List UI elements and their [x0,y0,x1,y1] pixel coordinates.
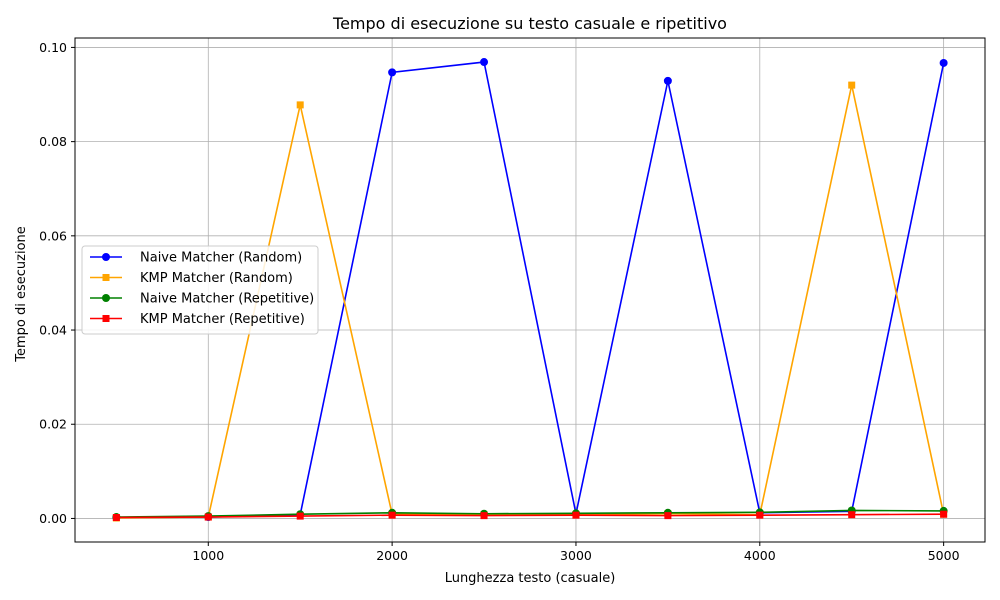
data-point [848,511,856,519]
y-tick-label: 0.08 [39,134,67,149]
data-point [663,76,672,85]
legend-marker [102,294,110,302]
data-point [296,512,304,520]
data-point [756,511,764,519]
legend-marker [102,274,110,281]
series-line [116,513,944,519]
legend-marker [102,315,110,322]
legend-label: KMP Matcher (Repetitive) [140,312,305,327]
x-tick-label: 2000 [376,548,408,563]
y-tick-label: 0.04 [39,323,67,338]
series-3 [112,510,948,522]
data-point [480,512,488,520]
data-point [388,68,397,77]
data-point [204,513,212,521]
x-tick-label: 1000 [192,548,224,563]
ticks: 1000 2000 3000 4000 5000 0.00 0.02 0.04 0.06 0.08… [39,40,959,563]
y-tick-label: 0.00 [39,511,67,526]
legend-item: Naive Matcher (Repetitive) [90,292,314,307]
y-tick-label: 0.10 [39,40,67,55]
data-point [112,514,120,522]
data-point [664,512,672,520]
x-tick-label: 3000 [560,548,592,563]
x-tick-label: 4000 [744,548,776,563]
data-point [480,58,489,67]
legend-box [81,245,319,335]
data-point [572,511,580,519]
legend-label: Naive Matcher (Repetitive) [140,292,314,307]
data-point [388,511,396,519]
y-axis-title: Tempo di esecuzione [14,226,29,363]
x-axis-title: Lunghezza testo (casuale) [445,571,616,586]
data-point [939,58,948,67]
plot-area [74,37,986,543]
legend-label: KMP Matcher (Random) [140,271,293,286]
y-tick-label: 0.06 [39,228,67,243]
x-tick-label: 5000 [928,548,960,563]
legend-marker [102,253,110,261]
legend-item: KMP Matcher (Random) [90,271,293,286]
series-layer [112,58,948,522]
legend-item: KMP Matcher (Repetitive) [90,312,305,327]
data-point [940,510,948,518]
y-tick-label: 0.02 [39,417,67,432]
legend-label: Naive Matcher (Random) [140,251,302,266]
series-line [116,509,944,518]
legend-item: Naive Matcher (Random) [90,251,302,266]
chart-title: Tempo di esecuzione su testo casuale e r… [332,14,727,33]
data-point [296,101,304,109]
data-point [848,81,856,89]
legend: Naive Matcher (Random) KMP Matcher (Rando… [81,245,319,335]
